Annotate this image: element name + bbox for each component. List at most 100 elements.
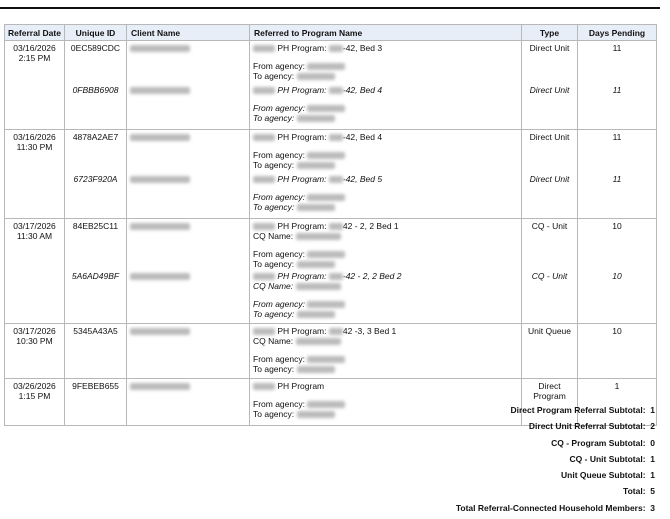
table-row: 03/17/2026 10:30 PM 5345A43A5 PH Program:… (4, 323, 657, 379)
redacted-text (253, 383, 275, 391)
to-agency-label: To agency: (253, 364, 295, 374)
redacted-text (130, 176, 190, 184)
unique-id[interactable]: 4878A2AE7 (72, 132, 119, 142)
program-unit: 42 - 2, 2 Bed 1 (342, 221, 399, 231)
days-pending: 10 (612, 326, 622, 336)
from-agency-label: From agency: (253, 61, 305, 71)
from-agency-label: From agency: (253, 103, 305, 113)
redacted-text (130, 45, 190, 53)
program-entry: PH Program: -42, Bed 3 From agency: To ag… (253, 43, 518, 85)
redacted-text (296, 115, 335, 123)
redacted-text (130, 383, 190, 391)
referrals-table: Referral Date Unique ID Client Name Referre… (4, 24, 657, 426)
client-name (130, 132, 246, 174)
redacted-text (130, 134, 190, 142)
subtotal-line: CQ - Program Subtotal: 0 (551, 437, 655, 448)
redacted-text (253, 45, 275, 53)
referral-type: Direct Program (533, 381, 566, 401)
subtotal-line: Direct Unit Referral Subtotal: 2 (528, 421, 655, 432)
program-unit: -42, Bed 4 (342, 85, 383, 95)
program-unit: 42 -3, 3 Bed 1 (342, 326, 397, 336)
program-name: PH Program: (277, 326, 329, 336)
redacted-text (295, 233, 341, 241)
from-agency-label: From agency: (253, 192, 305, 202)
redacted-text (328, 45, 343, 53)
program-entry: PH Program: -42, Bed 4 From agency: To ag… (253, 85, 518, 127)
program-name: PH Program: (277, 43, 329, 53)
days-pending: 10 (612, 271, 622, 281)
redacted-text (253, 328, 275, 336)
client-name (130, 43, 246, 85)
redacted-text (296, 162, 335, 170)
program-entry: PH Program: -42 - 2, 2 Bed 2 CQ Name: Fro… (253, 271, 518, 321)
referral-date: 03/16/2026 2:15 PM (4, 40, 65, 130)
program-name: PH Program: (277, 132, 329, 142)
subtotal-line: CQ - Unit Subtotal: 1 (569, 453, 655, 464)
referral-type: Unit Queue (528, 326, 571, 336)
referral-type: CQ - Unit (531, 271, 568, 281)
days-pending: 11 (612, 174, 622, 184)
subtotals: Direct Program Referral Subtotal: 1 Direc… (456, 405, 655, 519)
redacted-text (130, 223, 190, 231)
referral-type: Direct Unit (529, 174, 570, 184)
subtotal-line: Unit Queue Subtotal: 1 (561, 470, 655, 481)
to-agency-label: To agency: (253, 113, 295, 123)
redacted-text (253, 134, 275, 142)
program-entry: PH Program: -42, Bed 5 From agency: To ag… (253, 174, 518, 216)
to-agency-label: To agency: (253, 259, 295, 269)
from-agency-label: From agency: (253, 399, 305, 409)
to-agency-label: To agency: (253, 309, 295, 319)
to-agency-label: To agency: (253, 160, 295, 170)
column-header[interactable]: Client Name (126, 24, 250, 41)
unique-id[interactable]: 0EC589CDC (70, 43, 121, 53)
client-name (130, 381, 246, 423)
program-name: PH Program: (277, 85, 329, 95)
days-pending: 10 (612, 221, 622, 231)
from-agency-label: From agency: (253, 150, 305, 160)
days-pending: 11 (612, 43, 622, 53)
table-row: 03/16/2026 2:15 PM 0EC589CDC 0FBBB6908 PH … (4, 40, 657, 130)
redacted-text (253, 176, 275, 184)
column-header[interactable]: Type (521, 24, 578, 41)
unique-id[interactable]: 84EB25C11 (72, 221, 119, 231)
referral-date: 03/26/2026 1:15 PM (4, 378, 65, 426)
from-agency-label: From agency: (253, 354, 305, 364)
referral-date: 03/17/2026 11:30 AM (4, 218, 65, 324)
unique-id[interactable]: 0FBBB6908 (72, 85, 119, 95)
column-header[interactable]: Referral Date (4, 24, 65, 41)
program-name: PH Program (277, 381, 325, 391)
from-agency-label: From agency: (253, 249, 305, 259)
table-row: 03/26/2026 1:15 PM 9FEBEB655 PH Program Fr… (4, 378, 657, 426)
referral-type: Direct Unit (529, 43, 570, 53)
redacted-text (130, 273, 190, 281)
client-name (130, 85, 246, 127)
redacted-text (295, 283, 341, 291)
unique-id[interactable]: 9FEBEB655 (72, 381, 119, 391)
program-unit: -42, Bed 4 (342, 132, 383, 142)
to-agency-label: To agency: (253, 409, 295, 419)
unique-id[interactable]: 6723F920A (73, 174, 118, 184)
program-entry: PH Program: 42 - 2, 2 Bed 1 CQ Name: From… (253, 221, 518, 271)
subtotal-line: Direct Program Referral Subtotal: 1 (510, 405, 655, 415)
redacted-text (307, 251, 346, 259)
top-rule (0, 7, 660, 9)
column-header[interactable]: Unique ID (64, 24, 127, 41)
program-entry: PH Program: -42, Bed 4 From agency: To ag… (253, 132, 518, 174)
redacted-text (328, 176, 343, 184)
referral-type: Direct Unit (529, 85, 570, 95)
column-header[interactable]: Days Pending (577, 24, 657, 41)
program-name: PH Program: (277, 221, 329, 231)
unique-id[interactable]: 5A6AD49BF (71, 271, 120, 281)
client-name (130, 221, 246, 271)
cq-name-label: CQ Name: (253, 336, 294, 346)
table-row: 03/17/2026 11:30 AM 84EB25C11 5A6AD49BF PH… (4, 218, 657, 324)
column-header[interactable]: Referred to Program Name (249, 24, 522, 41)
referral-date: 03/17/2026 10:30 PM (4, 323, 65, 379)
program-name: PH Program: (277, 271, 329, 281)
client-name (130, 326, 246, 376)
redacted-text (296, 73, 335, 81)
client-name (130, 174, 246, 216)
referral-type: CQ - Unit (531, 221, 568, 231)
table-row: 03/16/2026 11:30 PM 4878A2AE7 6723F920A PH… (4, 129, 657, 219)
unique-id[interactable]: 5345A43A5 (73, 326, 118, 336)
